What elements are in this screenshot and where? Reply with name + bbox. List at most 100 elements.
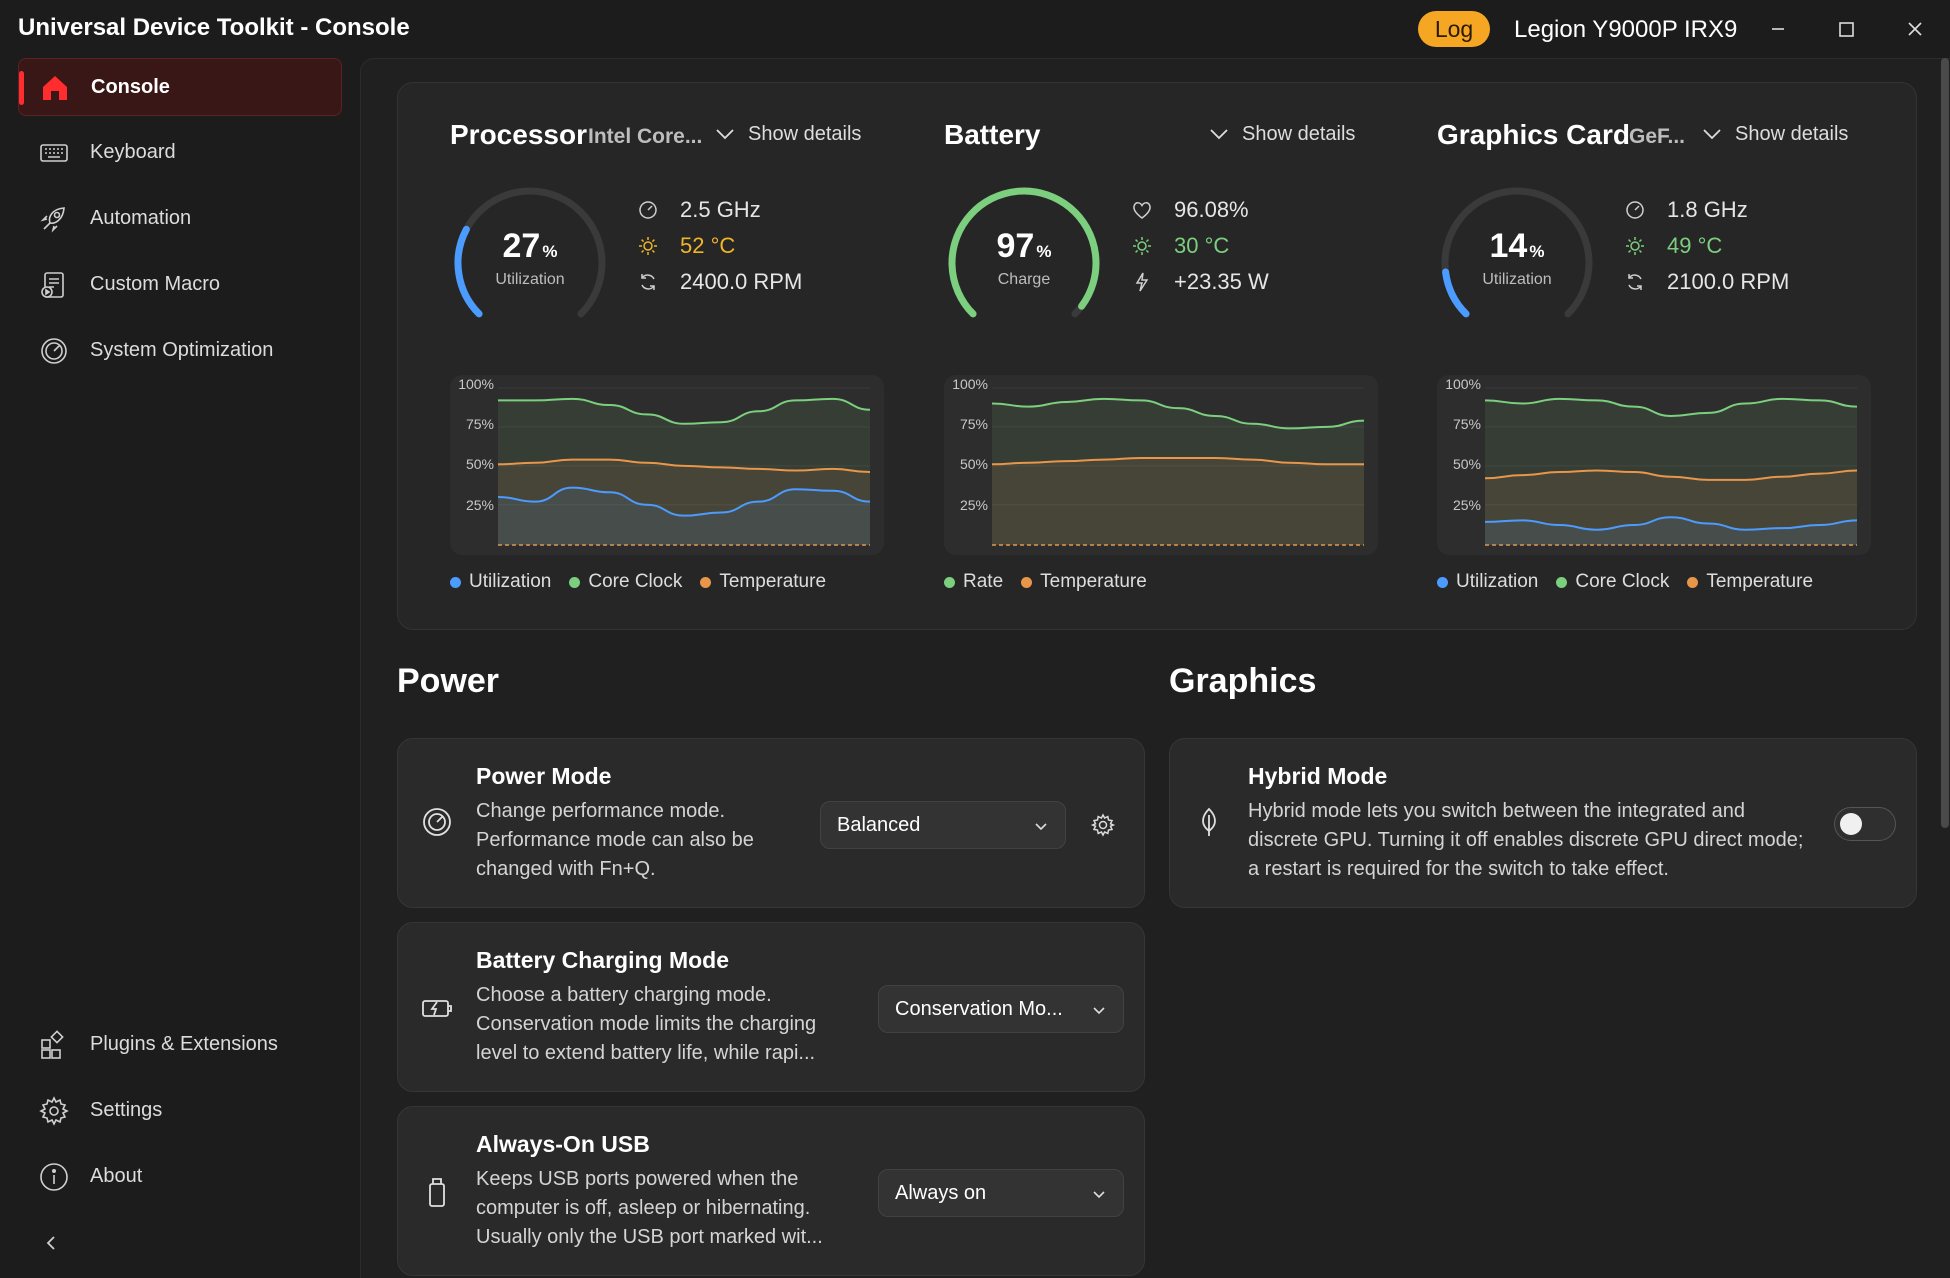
maximize-icon	[1839, 22, 1854, 37]
active-indicator	[19, 71, 24, 105]
processor-show-details-button[interactable]: Show details	[712, 121, 861, 147]
battery-temperature-stat: 30 °C	[1130, 231, 1229, 261]
gauge-label: Utilization	[1482, 271, 1552, 288]
gauge-value: 27%	[502, 227, 558, 265]
processor-temperature: 52 °C	[680, 233, 736, 258]
processor-legend: Utilization Core Clock Temperature	[450, 571, 826, 593]
lightning-icon	[1130, 270, 1154, 294]
power-section-title: Power	[397, 662, 500, 700]
series-line	[497, 458, 871, 474]
power-mode-settings-button[interactable]	[1088, 810, 1118, 840]
fan-icon	[636, 270, 660, 294]
speedometer-icon	[38, 335, 70, 367]
sidebar-item-label: Keyboard	[90, 141, 176, 163]
series-area	[1485, 517, 1857, 545]
sidebar-item-automation[interactable]: Automation	[18, 190, 342, 248]
power-mode-title: Power Mode	[476, 763, 612, 789]
sidebar-item-about[interactable]: About	[18, 1148, 342, 1206]
y-tick-label: 100%	[1445, 376, 1481, 392]
macro-icon	[38, 269, 70, 301]
power-mode-card: Power Mode Change performance mode. Perf…	[397, 738, 1145, 908]
hybrid-mode-toggle[interactable]	[1834, 807, 1896, 841]
graphics-section-title: Graphics	[1169, 662, 1317, 700]
hybrid-mode-description: Hybrid mode lets you switch between the …	[1248, 800, 1804, 880]
series-line	[1484, 516, 1858, 531]
speedometer-icon	[1623, 198, 1647, 222]
battery-charge-gauge: 97% Charge	[944, 183, 1104, 343]
toggle-knob	[1840, 813, 1862, 835]
y-tick-label: 50%	[1452, 456, 1481, 472]
gpu-utilization-gauge: 14% Utilization	[1437, 183, 1597, 343]
sidebar-item-console[interactable]: Console	[18, 58, 342, 116]
sidebar-item-system-optimization[interactable]: System Optimization	[18, 322, 342, 380]
log-button[interactable]: Log	[1418, 11, 1490, 47]
chevron-left-icon	[46, 1236, 55, 1250]
hybrid-mode-title: Hybrid Mode	[1248, 763, 1388, 789]
sidebar-item-settings[interactable]: Settings	[18, 1082, 342, 1140]
keyboard-icon	[38, 137, 70, 169]
processor-temperature-stat: 52 °C	[636, 231, 735, 261]
y-tick-label: 50%	[465, 456, 494, 472]
usb-icon	[420, 1175, 454, 1209]
legend-item-core-clock: Core Clock	[1556, 571, 1669, 593]
chevron-down-icon	[1093, 1191, 1105, 1199]
hybrid-mode-card: Hybrid Mode Hybrid mode lets you switch …	[1169, 738, 1917, 908]
y-tick-label: 100%	[952, 376, 988, 392]
y-tick-label: 75%	[1452, 416, 1481, 432]
series-area	[498, 398, 870, 545]
sidebar-item-custom-macro[interactable]: Custom Macro	[18, 256, 342, 314]
series-line	[991, 397, 1365, 430]
gauge-value: 97%	[996, 227, 1052, 265]
sidebar-item-keyboard[interactable]: Keyboard	[18, 124, 342, 182]
always-on-usb-select[interactable]: Always on	[878, 1169, 1124, 1217]
gpu-fan-stat: 2100.0 RPM	[1623, 267, 1789, 297]
legend-item-rate: Rate	[944, 571, 1003, 593]
battery-charging-mode-select[interactable]: Conservation Mo...	[878, 985, 1124, 1033]
gauge-fill	[454, 225, 483, 318]
show-details-label: Show details	[1242, 122, 1356, 145]
maximize-button[interactable]	[1825, 8, 1867, 50]
y-tick-label: 25%	[959, 497, 988, 513]
gpu-temperature-stat: 49 °C	[1623, 231, 1722, 261]
sidebar-item-label: System Optimization	[90, 339, 274, 361]
rocket-icon	[38, 203, 70, 235]
sidebar: Console Keyboard Automation Custom Macro…	[0, 58, 360, 1278]
device-name: Legion Y9000P IRX9	[1514, 16, 1738, 43]
gpu-history-chart: 100% 75% 50% 25%	[1437, 375, 1871, 555]
processor-clock-stat: 2.5 GHz	[636, 195, 761, 225]
gpu-section: Graphics Card GeF... Show details 14% Ut…	[1437, 83, 1897, 631]
gauge-label: Utilization	[495, 271, 565, 288]
series-area	[498, 459, 870, 545]
minimize-button[interactable]	[1757, 8, 1799, 50]
battery-charging-mode-description: Choose a battery charging mode. Conserva…	[476, 984, 817, 1064]
battery-show-details-button[interactable]: Show details	[1206, 121, 1355, 147]
sidebar-item-label: About	[90, 1165, 143, 1187]
legend-item-core-clock: Core Clock	[569, 571, 682, 593]
power-mode-description: Change performance mode. Performance mod…	[476, 800, 754, 880]
battery-history-chart: 100% 75% 50% 25%	[944, 375, 1378, 555]
series-line	[497, 486, 871, 517]
gauge-value: 14%	[1489, 227, 1545, 265]
legend-item-temperature: Temperature	[1021, 571, 1147, 593]
processor-utilization-gauge: 27% Utilization	[450, 183, 610, 343]
sidebar-item-plugins[interactable]: Plugins & Extensions	[18, 1016, 342, 1074]
collapse-sidebar-button[interactable]	[38, 1230, 64, 1256]
y-tick-label: 100%	[458, 376, 494, 392]
monitor-panel: Processor Intel Core... Show details 27%…	[397, 82, 1917, 630]
close-button[interactable]	[1894, 8, 1936, 50]
gear-icon	[1090, 813, 1116, 837]
show-details-label: Show details	[1735, 122, 1849, 145]
scrollbar[interactable]	[1941, 58, 1949, 828]
sun-icon	[1623, 234, 1647, 258]
always-on-usb-title: Always-On USB	[476, 1131, 650, 1157]
processor-clock: 2.5 GHz	[680, 197, 761, 222]
select-value: Conservation Mo...	[895, 998, 1063, 1020]
battery-temperature: 30 °C	[1174, 233, 1230, 258]
fan-icon	[1623, 270, 1647, 294]
power-mode-select[interactable]: Balanced	[820, 801, 1066, 849]
gpu-model: GeF...	[1629, 125, 1686, 148]
home-icon	[39, 72, 71, 104]
chevron-down-icon	[1035, 823, 1047, 831]
y-tick-label: 25%	[465, 497, 494, 513]
gpu-show-details-button[interactable]: Show details	[1699, 121, 1848, 147]
